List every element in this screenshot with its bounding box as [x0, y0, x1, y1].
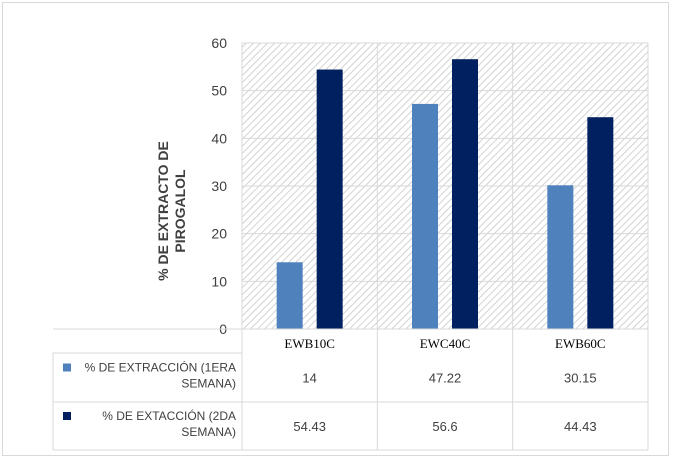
category-label: EWB60C [555, 336, 606, 351]
gridlines [241, 42, 649, 330]
chart-frame: 0 10 20 30 40 50 60 EWB10C EWC40C EWB60C% DE EXT… [2, 2, 669, 456]
data-table-cell: 47.22 [429, 371, 462, 386]
data-table-cell: 30.15 [564, 371, 597, 386]
legend-label-series2: % DE EXTACCIÓN (2DA SEMANA) [102, 408, 236, 439]
legend-label-line: SEMANA) [181, 377, 236, 391]
y-tick-label: 20 [211, 226, 227, 242]
bar-series2-ewc40c [452, 59, 478, 329]
y-tick-label: 40 [211, 130, 227, 146]
bar-series2-ewb60c [587, 117, 614, 329]
legend-label-line: % DE EXTRACCIÓN (1ERA [85, 360, 236, 375]
y-axis-title-line: PIROGALOL [172, 169, 188, 253]
y-tick-label: 10 [211, 273, 227, 289]
legend-label-series1: % DE EXTRACCIÓN (1ERA SEMANA) [85, 360, 236, 391]
bars [276, 59, 614, 330]
y-axis-title: % DE EXTRACTO DEPIROGALOL [155, 141, 188, 281]
data-table-cell: 14 [302, 371, 316, 386]
bar-series1-ewc40c [412, 103, 438, 329]
legend-label-line: % DE EXTACCIÓN (2DA [102, 408, 236, 423]
bar-series1-ewb60c [547, 185, 574, 329]
category-label: EWC40C [420, 336, 471, 351]
legend-key-series2 [63, 412, 71, 420]
y-tick-label: 50 [211, 83, 227, 99]
bar-series1-ewb10c [276, 262, 303, 329]
data-table-cell: 54.43 [293, 419, 326, 434]
data-table-cell: 44.43 [564, 419, 597, 434]
legend-label-line: SEMANA) [181, 425, 236, 439]
category-label: EWB10C [284, 336, 335, 351]
y-axis-label: % DE EXTRACTO DEPIROGALOL [155, 141, 188, 281]
y-axis-title-line: % DE EXTRACTO DE [155, 141, 171, 281]
legend-key-series1 [63, 363, 71, 372]
data-table: EWB10C EWC40C EWB60C % DE EXTRACCIÓN (1ERA S… [52, 328, 649, 451]
y-tick-label: 30 [211, 178, 227, 194]
bar-series2-ewb10c [316, 69, 343, 330]
y-tick-label: 60 [211, 35, 227, 51]
data-table-cell: 56.6 [432, 419, 457, 434]
